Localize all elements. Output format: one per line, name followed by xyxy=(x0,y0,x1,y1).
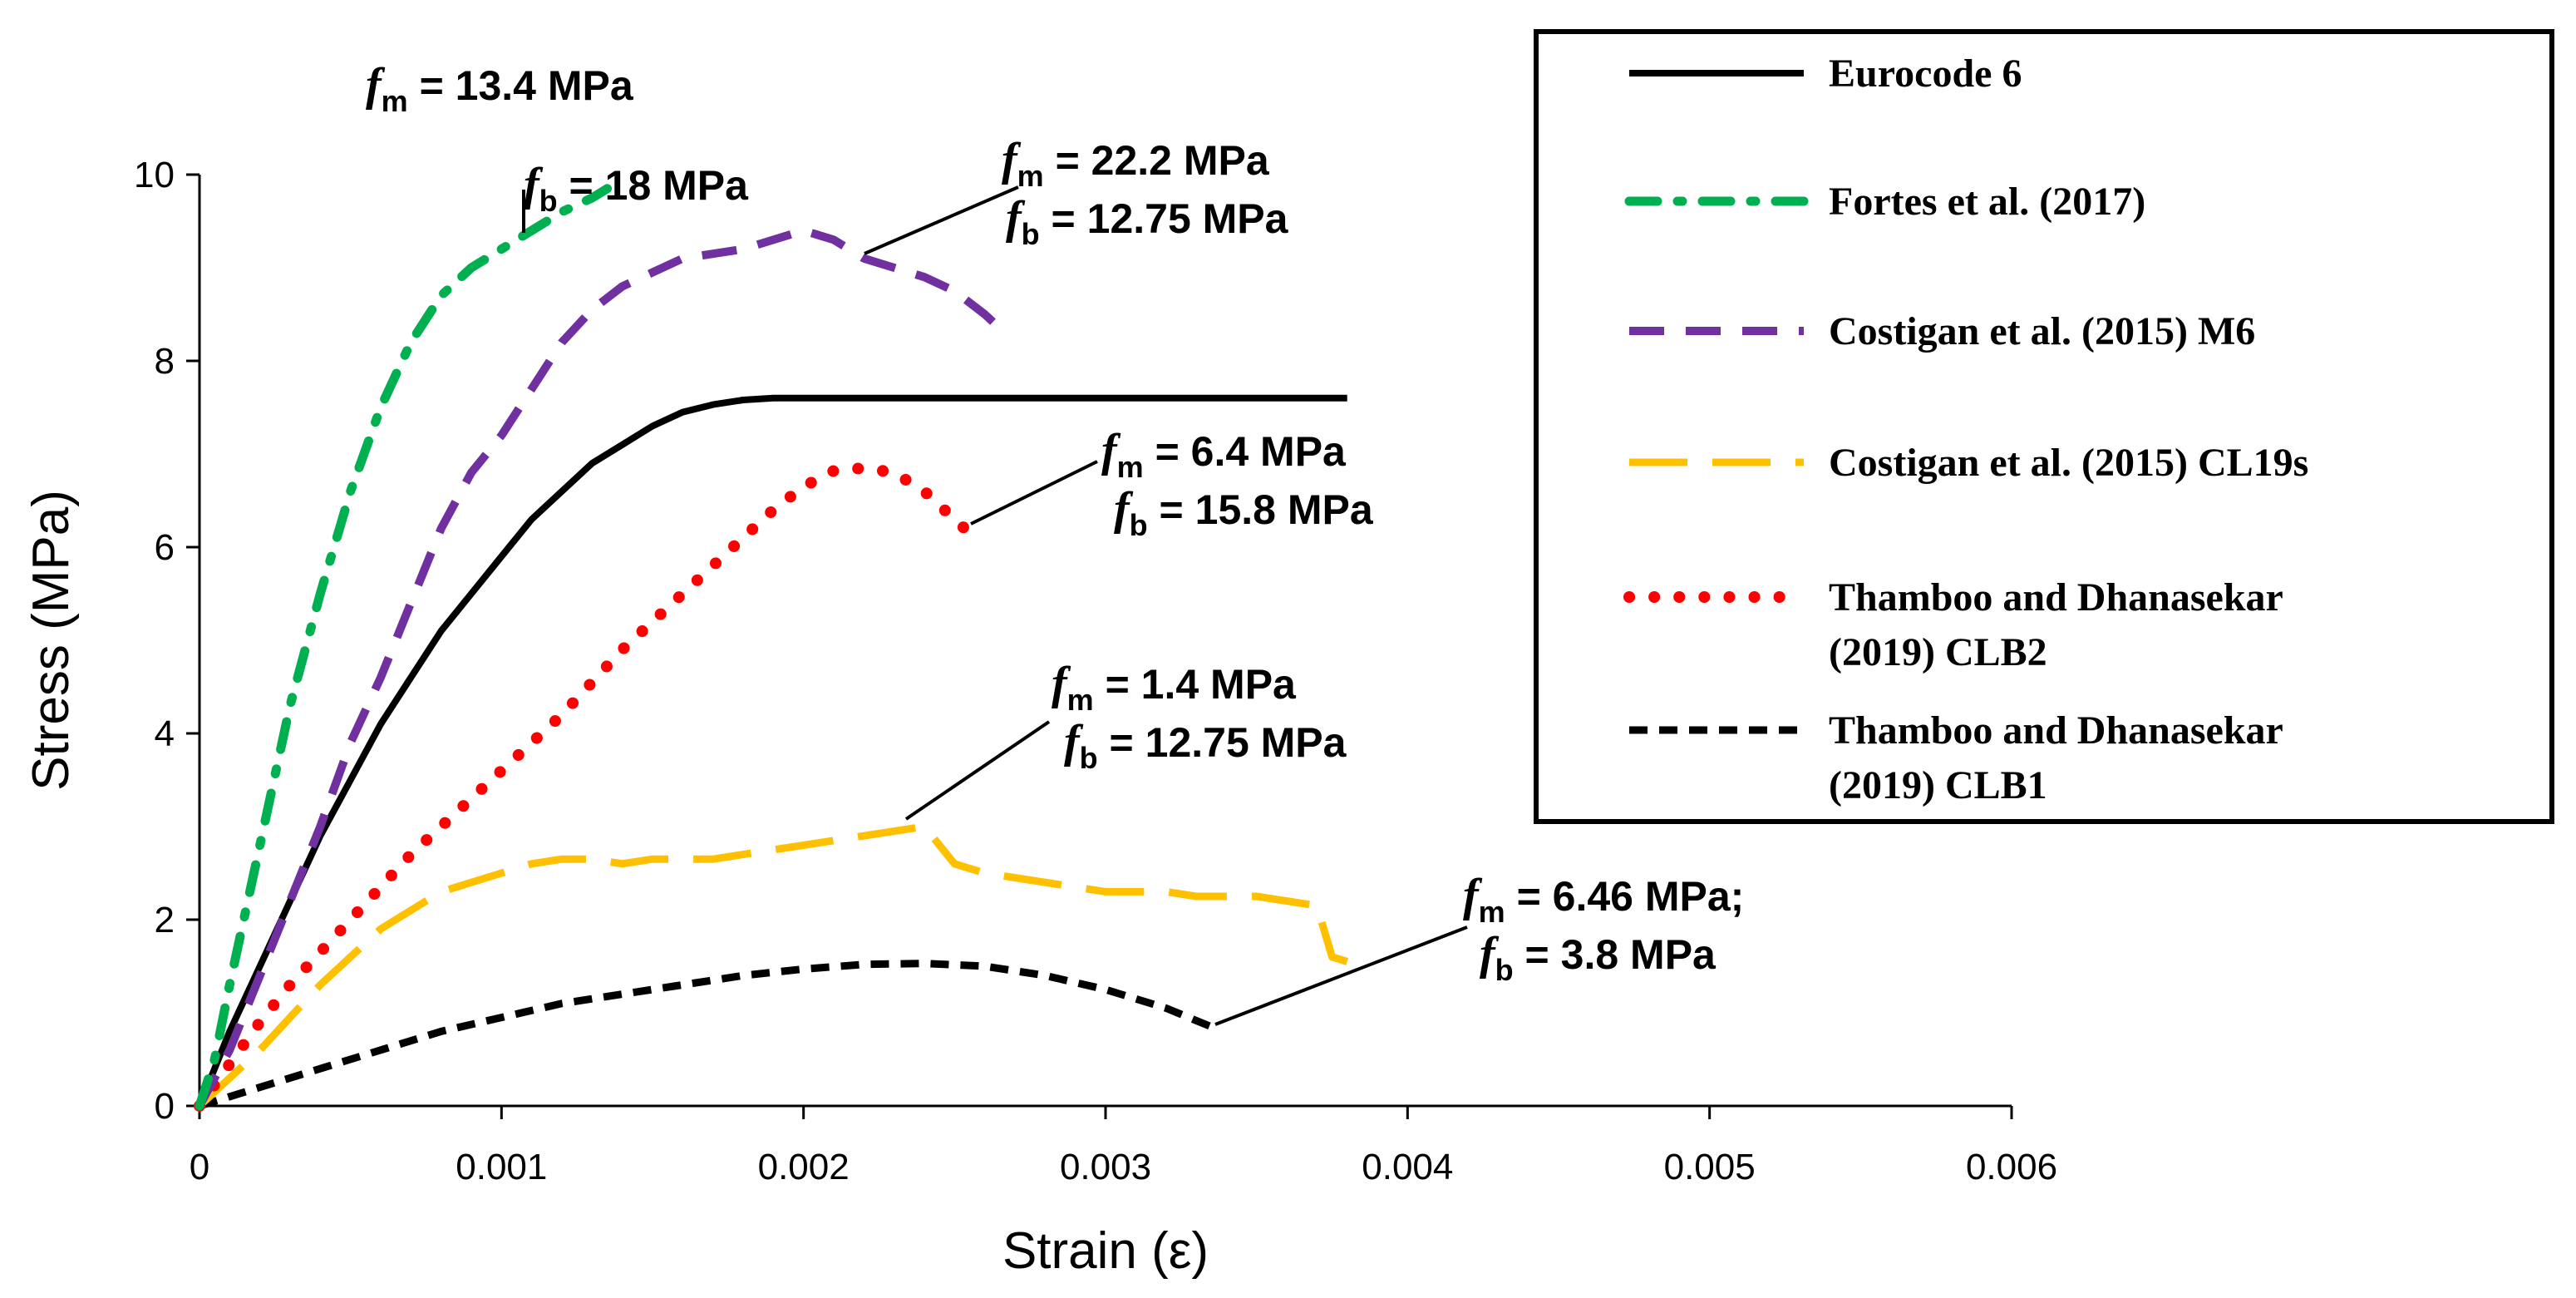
annotation-fm-label: fm = 6.4 MPa xyxy=(1101,425,1347,484)
annotation-leader-line xyxy=(1214,925,1468,1026)
annotation-fb-label: fb = 3.8 MPa xyxy=(1480,928,1717,987)
y-tick-label: 0 xyxy=(155,1086,175,1127)
legend: Eurocode 6 Fortes et al. (2017) Costigan e… xyxy=(1534,29,2554,824)
legend-label-4: Thamboo and Dhanasekar (2019) CLB2 xyxy=(1829,575,2283,674)
y-tick-label: 4 xyxy=(155,713,175,754)
y-tick-label: 8 xyxy=(155,341,175,382)
series-line-3 xyxy=(196,822,1349,1109)
legend-label-5: Thamboo and Dhanasekar (2019) CLB1 xyxy=(1829,708,2283,807)
legend-label-3: Costigan et al. (2015) CL19s xyxy=(1829,441,2308,485)
annotation-0: fm = 13.4 MPa fb = 18 MPa xyxy=(366,59,749,233)
legend-label-0: Eurocode 6 xyxy=(1829,52,2022,96)
x-tick-label: 0 xyxy=(190,1147,209,1187)
x-tick-label: 0.003 xyxy=(1060,1147,1151,1187)
x-axis-title: Strain (ε) xyxy=(1002,1222,1209,1280)
annotation-leader-line xyxy=(904,720,1051,821)
x-tick-label: 0.006 xyxy=(1966,1147,2057,1187)
y-tick-label: 6 xyxy=(155,527,175,568)
annotation-leader-line xyxy=(864,185,1019,255)
annotation-fb-label: fb = 18 MPa xyxy=(524,159,749,218)
annotation-4: fm = 6.46 MPa;fb = 3.8 MPa xyxy=(1214,870,1744,1026)
annotation-fm-label: fm = 1.4 MPa xyxy=(1052,658,1297,717)
annotation-fb-label: fb = 12.75 MPa xyxy=(1064,716,1347,775)
y-tick-label: 2 xyxy=(155,900,175,940)
series-line-4 xyxy=(194,461,976,1112)
y-tick-label: 10 xyxy=(134,155,175,195)
x-tick-label: 0.004 xyxy=(1362,1147,1453,1187)
x-tick-label: 0.001 xyxy=(456,1147,547,1187)
x-tick-label: 0.002 xyxy=(758,1147,850,1187)
series-layer xyxy=(194,184,1349,1112)
legend-label-2: Costigan et al. (2015) M6 xyxy=(1829,309,2255,353)
annotation-fb-label: fb = 12.75 MPa xyxy=(1006,192,1289,251)
y-axis-title: Stress (MPa) xyxy=(22,490,80,791)
annotation-fm-label: fm = 13.4 MPa xyxy=(366,59,634,118)
axes: 0 2 4 6 8 10 0 0.001 0.002 0.003 0.004 0.005 0.006 St… xyxy=(22,155,2057,1280)
annotation-fm-label: fm = 22.2 MPa xyxy=(1002,134,1270,193)
x-tick-label: 0.005 xyxy=(1664,1147,1756,1187)
annotation-leader-line xyxy=(970,460,1098,526)
series-line-2 xyxy=(195,226,1003,1108)
annotation-fb-label: fb = 15.8 MPa xyxy=(1114,483,1374,542)
series-line-1 xyxy=(195,184,612,1111)
legend-box xyxy=(1534,29,2554,824)
annotation-fm-label: fm = 6.46 MPa; xyxy=(1463,870,1744,929)
series-line-5 xyxy=(198,960,1213,1110)
legend-label-1: Fortes et al. (2017) xyxy=(1829,180,2145,224)
